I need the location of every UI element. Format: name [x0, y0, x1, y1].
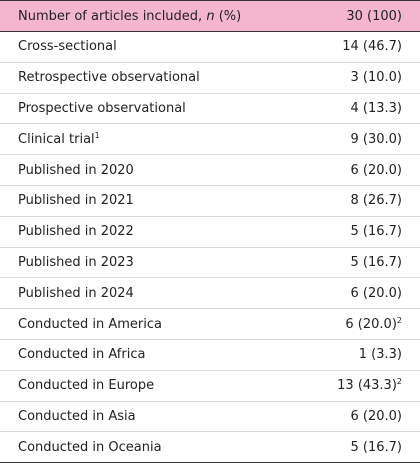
row-label: Clinical trial — [18, 131, 95, 147]
row-value-cell: 6 (20.0) — [302, 154, 420, 186]
row-value-cell: 6 (20.0)2 — [302, 308, 420, 340]
row-value: 14 (46.7) — [342, 39, 402, 55]
row-label: Published in 2021 — [18, 193, 134, 209]
row-label-cell: Conducted in Africa — [0, 339, 303, 371]
table-row: Published in 2021 8 (26.7) — [0, 185, 420, 217]
row-value-cell: 4 (13.3) — [302, 93, 420, 125]
row-label-cell: Cross-sectional — [0, 31, 303, 63]
table-row: Conducted in Europe 13 (43.3)2 — [0, 370, 420, 402]
row-label: Retrospective observational — [18, 70, 200, 86]
row-value-cell: 5 (16.7) — [302, 431, 420, 463]
row-value-cell: 5 (16.7) — [302, 247, 420, 279]
row-label-cell: Published in 2022 — [0, 216, 303, 248]
header-row: Number of articles included, n (%) 30 (1… — [0, 0, 420, 32]
row-value: 1 (3.3) — [358, 347, 402, 363]
row-value: 6 (20.0) — [350, 162, 403, 178]
row-value: 5 (16.7) — [350, 439, 403, 455]
table-row: Published in 2020 6 (20.0) — [0, 154, 420, 186]
row-label-cell: Published in 2023 — [0, 247, 303, 279]
header-text: (%) — [214, 8, 242, 24]
header-italic: n — [206, 8, 215, 24]
row-label: Published in 2020 — [18, 162, 134, 178]
row-label: Published in 2024 — [18, 285, 134, 301]
row-value-cell: 5 (16.7) — [302, 216, 420, 248]
row-label-cell: Retrospective observational — [0, 62, 303, 94]
row-label-cell: Published in 2020 — [0, 154, 303, 186]
header-label: Number of articles included, n (%) — [0, 0, 303, 32]
row-value-cell: 6 (20.0) — [302, 277, 420, 310]
row-label: Prospective observational — [18, 100, 186, 116]
footnote-mark: 2 — [396, 315, 402, 325]
table-row: Published in 2022 5 (16.7) — [0, 216, 420, 248]
table-row: Conducted in Oceania 5 (16.7) — [0, 431, 420, 463]
row-label-cell: Published in 2024 — [0, 277, 303, 310]
header-text: Number of articles included, — [18, 8, 207, 24]
row-label: Published in 2022 — [18, 224, 134, 240]
row-label-cell: Prospective observational — [0, 93, 303, 125]
row-label-cell: Conducted in Oceania — [0, 431, 303, 463]
row-value: 6 (20.0) — [350, 408, 403, 424]
row-label: Conducted in Oceania — [18, 439, 162, 455]
row-value-cell: 14 (46.7) — [302, 31, 420, 63]
row-value-cell: 8 (26.7) — [302, 185, 420, 217]
row-value-cell: 6 (20.0) — [302, 401, 420, 433]
row-label-cell: Conducted in America — [0, 308, 303, 340]
row-value: 3 (10.0) — [350, 70, 403, 86]
row-label-cell: Clinical trial1 — [0, 123, 303, 156]
table-row: Conducted in Africa 1 (3.3) — [0, 339, 420, 371]
row-value: 6 (20.0) — [345, 316, 397, 332]
row-label-cell: Published in 2021 — [0, 185, 303, 217]
row-label-cell: Conducted in Asia — [0, 401, 303, 433]
table-row: Cross-sectional 14 (46.7) — [0, 31, 420, 63]
footnote-mark: 2 — [396, 377, 402, 387]
row-value-cell: 3 (10.0) — [302, 62, 420, 94]
row-value-cell: 1 (3.3) — [302, 339, 420, 371]
table-row: Conducted in Asia 6 (20.0) — [0, 401, 420, 433]
row-value: 5 (16.7) — [350, 254, 403, 270]
row-value: 6 (20.0) — [350, 285, 403, 301]
row-value: 13 (43.3) — [337, 378, 397, 394]
table-row: Prospective observational 4 (13.3) — [0, 93, 420, 125]
footnote-mark: 1 — [94, 130, 100, 140]
row-label: Conducted in Africa — [18, 347, 146, 363]
table-row: Conducted in America 6 (20.0)2 — [0, 308, 420, 340]
header-value: 30 (100) — [302, 0, 420, 32]
table-row: Retrospective observational 3 (10.0) — [0, 62, 420, 94]
row-value-cell: 9 (30.0) — [302, 123, 420, 156]
table-row: Published in 2023 5 (16.7) — [0, 247, 420, 279]
row-label: Published in 2023 — [18, 254, 134, 270]
row-value: 5 (16.7) — [350, 224, 403, 240]
row-label: Conducted in Asia — [18, 408, 136, 424]
row-label-cell: Conducted in Europe — [0, 370, 303, 402]
table-row: Published in 2024 6 (20.0) — [0, 277, 420, 310]
row-value: 4 (13.3) — [350, 100, 403, 116]
table-row: Clinical trial1 9 (30.0) — [0, 123, 420, 156]
row-label: Cross-sectional — [18, 39, 117, 55]
row-value-cell: 13 (43.3)2 — [302, 370, 420, 402]
row-value: 9 (30.0) — [350, 131, 403, 147]
row-label: Conducted in America — [18, 316, 162, 332]
row-value: 8 (26.7) — [350, 193, 403, 209]
row-label: Conducted in Europe — [18, 378, 155, 394]
